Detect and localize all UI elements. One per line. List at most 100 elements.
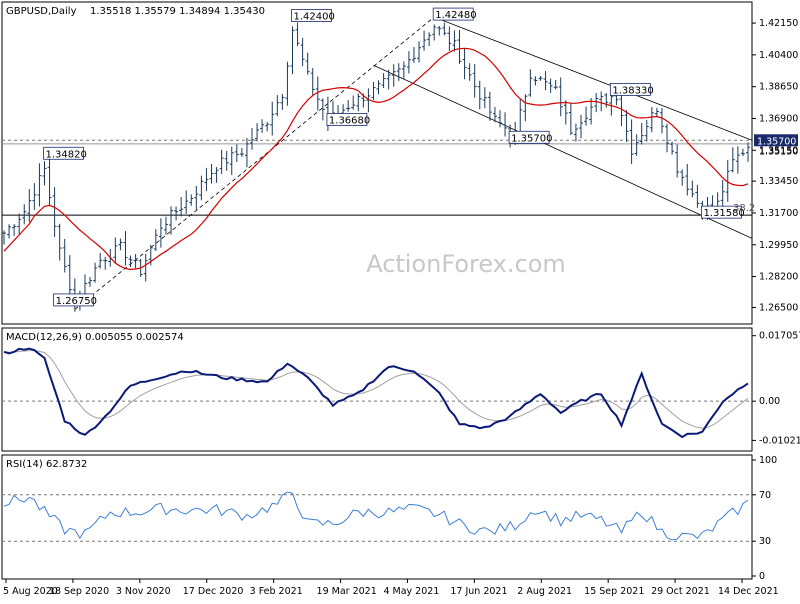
macd-tick: 0.017057 (752, 331, 800, 342)
price-bar (432, 24, 437, 41)
price-bar (523, 94, 528, 122)
price-bar (214, 167, 219, 183)
price-bar (32, 183, 37, 210)
price-bar (260, 119, 265, 133)
price-bar (548, 78, 553, 93)
price-bar (503, 112, 508, 137)
price-bar (2, 230, 6, 245)
price-bar (7, 224, 12, 239)
date-tick-label: 2 Aug 2021 (517, 586, 572, 597)
price-bar (584, 106, 589, 126)
price-bar (629, 119, 634, 165)
price-bar (720, 180, 725, 211)
date-tick: 17 Dec 2020 (183, 579, 243, 597)
price-bar (93, 262, 98, 283)
price-bar (250, 128, 254, 150)
price-bar (88, 277, 93, 287)
price-bar (366, 88, 371, 113)
price-bar (543, 71, 548, 91)
price-bar (22, 204, 27, 225)
date-tick: 3 Feb 2021 (250, 579, 303, 597)
price-bar (123, 231, 128, 266)
price-bar (568, 102, 573, 135)
channel-lower-line (373, 64, 753, 239)
rsi-tick: 70 (752, 490, 771, 501)
annotation-label: 1.35700 (511, 133, 552, 144)
price-tick-label: 1.29950 (759, 240, 798, 251)
annotation-box (291, 9, 332, 22)
date-tick-label: 4 May 2021 (383, 586, 439, 597)
price-bar (477, 80, 482, 110)
macd-tick-label: 0.00 (759, 396, 780, 407)
date-tick-label: 3 Feb 2021 (250, 586, 303, 597)
price-bar (118, 238, 123, 251)
price-bar (239, 148, 244, 157)
price-bar (189, 194, 194, 206)
macd-tick-label: 0.017057 (759, 331, 800, 342)
price-tick: 1.31700 (752, 208, 798, 219)
annotation-label: 1.38330 (612, 85, 653, 96)
price-bar (735, 146, 740, 174)
price-bar (538, 76, 543, 81)
price-bar (27, 189, 32, 223)
price-bar (128, 255, 133, 268)
price-bar (498, 110, 502, 128)
annotation-label: 1.42480 (435, 10, 476, 21)
price-bar (229, 146, 234, 175)
price-axis: 1.42150 1.40400 1.38650 1.36900 1.35150 1.334… (752, 18, 798, 313)
price-bar (219, 149, 224, 175)
date-tick: 4 May 2021 (383, 579, 439, 597)
price-bar (639, 122, 644, 145)
annotation-box (609, 83, 651, 96)
date-tick-label: 3 Nov 2020 (116, 586, 171, 597)
sma-line (3, 47, 749, 271)
price-tick: 1.36900 (752, 113, 798, 124)
annotation-label: 38.2 (733, 203, 755, 214)
price-bar (422, 30, 427, 51)
annotation-label: 1.26750 (56, 296, 97, 307)
price-bar (644, 119, 649, 142)
date-tick-label: 29 Oct 2021 (651, 586, 710, 597)
price-bar (675, 144, 680, 178)
price-bar (725, 159, 730, 202)
price-tick: 1.28200 (752, 272, 798, 283)
price-tick: 1.33450 (752, 176, 798, 187)
price-bar (457, 29, 462, 64)
price-bar (244, 137, 249, 168)
price-bar (553, 79, 558, 90)
price-bar (690, 180, 695, 198)
channel-upper-line (434, 16, 753, 141)
macd-tick-label: -0.010219 (759, 435, 800, 446)
price-bar (310, 68, 315, 97)
price-bar (680, 169, 685, 186)
date-tick-label: 19 Mar 2021 (317, 586, 377, 597)
date-tick: 5 Aug 2020 (3, 579, 58, 597)
price-tick-label: 1.28200 (759, 272, 798, 283)
price-bar (649, 107, 654, 133)
annotation-label: 1.31580 (703, 208, 744, 219)
rsi-tick: 100 (752, 455, 777, 466)
price-bar (396, 63, 401, 81)
rsi-tick: 30 (752, 536, 771, 547)
price-bar (401, 61, 406, 80)
price-bar (391, 64, 396, 87)
price-bar (659, 107, 664, 134)
macd-line (3, 347, 749, 439)
price-bar (265, 121, 270, 132)
annotation-label: 1.36680 (329, 115, 370, 126)
price-bar (305, 52, 310, 75)
price-bar (665, 123, 670, 153)
date-tick-label: 14 Dec 2021 (718, 586, 779, 597)
rsi-line (3, 491, 749, 541)
price-annotation: 1.36680 (326, 113, 370, 126)
price-bar (589, 98, 594, 125)
symbol-label: GBPUSD,Daily (6, 6, 77, 17)
price-bar (376, 80, 381, 95)
price-bar (746, 142, 750, 162)
price-bar (280, 93, 285, 110)
rsi-panel-frame (1, 454, 753, 580)
price-bar (351, 95, 356, 110)
price-bar (315, 76, 320, 111)
price-bar (62, 238, 67, 273)
